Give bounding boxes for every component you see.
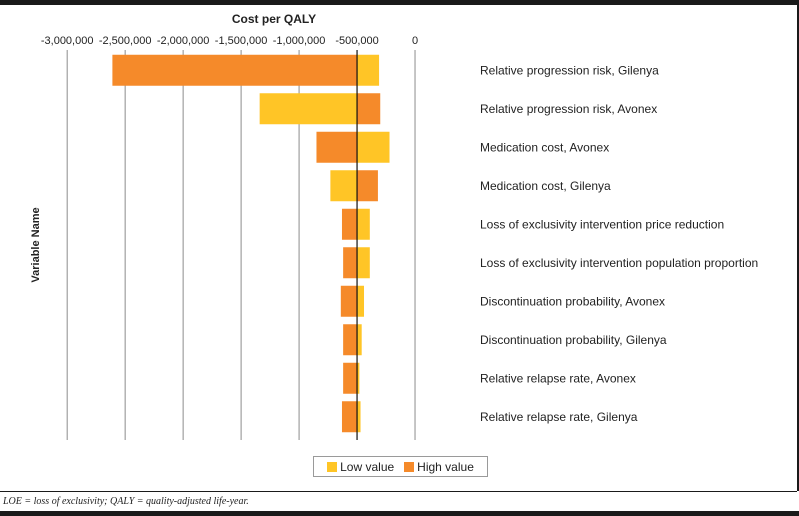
category-label: Medication cost, Gilenya [480, 179, 611, 193]
chart-title: Cost per QALY [231, 12, 317, 26]
category-label: Relative progression risk, Gilenya [480, 63, 659, 77]
bar-high-value [357, 93, 381, 125]
x-tick-label: -1,500,000 [215, 35, 268, 47]
legend-label-low: Low value [340, 459, 395, 474]
x-tick-label: -2,500,000 [99, 35, 152, 47]
legend-label-high: High value [417, 459, 474, 474]
bar-high-value [357, 170, 378, 202]
bar-low-value [357, 362, 360, 394]
bar-low-value [357, 324, 362, 356]
category-label: Medication cost, Avonex [480, 140, 609, 154]
legend-swatch-low [327, 461, 338, 472]
bar-low-value [357, 285, 365, 317]
bar-low-value [357, 208, 370, 240]
x-tick-label: -2,000,000 [157, 35, 210, 47]
bar-high-value [112, 54, 358, 86]
category-label: Relative relapse rate, Avonex [480, 371, 636, 385]
bar-high-value [340, 285, 358, 317]
x-tick-label: -500,000 [335, 35, 378, 47]
category-label: Relative progression risk, Avonex [480, 102, 657, 116]
legend-swatch-high [404, 461, 415, 472]
x-tick-label: -1,000,000 [273, 35, 326, 47]
category-label: Loss of exclusivity intervention populat… [480, 256, 758, 270]
right-border [797, 5, 799, 491]
x-tick-labels: -3,000,000 -2,500,000 -2,000,000 -1,500,000… [41, 35, 418, 47]
legend-item-high: High value [404, 460, 474, 474]
bar-low-value [357, 131, 390, 163]
category-label: Relative relapse rate, Gilenya [480, 410, 638, 424]
footnote-divider [0, 491, 797, 492]
x-tick-label: 0 [412, 35, 418, 47]
bar-high-value [343, 362, 358, 394]
legend: Low value High value [313, 456, 488, 477]
bar-low-value [357, 247, 370, 279]
bar-high-value [343, 247, 358, 279]
footnote: LOE = loss of exclusivity; QALY = qualit… [3, 496, 249, 507]
bar-low-value [330, 170, 358, 202]
bars [112, 50, 390, 440]
x-tick-label: -3,000,000 [41, 35, 94, 47]
bar-low-value [357, 54, 380, 86]
bar-high-value [316, 131, 358, 163]
bar-high-value [341, 401, 358, 433]
top-border [0, 0, 799, 5]
bar-high-value [341, 208, 358, 240]
bar-low-value [357, 401, 361, 433]
legend-item-low: Low value [327, 460, 394, 474]
category-labels: Relative progression risk, Gilenya Relati… [480, 63, 758, 424]
category-label: Discontinuation probability, Gilenya [480, 333, 667, 347]
category-label: Loss of exclusivity intervention price r… [480, 217, 724, 231]
category-label: Discontinuation probability, Avonex [480, 294, 665, 308]
bar-low-value [259, 93, 358, 125]
bar-high-value [343, 324, 358, 356]
bottom-border [0, 511, 799, 516]
